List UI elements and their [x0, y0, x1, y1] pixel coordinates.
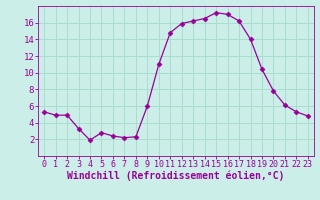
X-axis label: Windchill (Refroidissement éolien,°C): Windchill (Refroidissement éolien,°C): [67, 171, 285, 181]
